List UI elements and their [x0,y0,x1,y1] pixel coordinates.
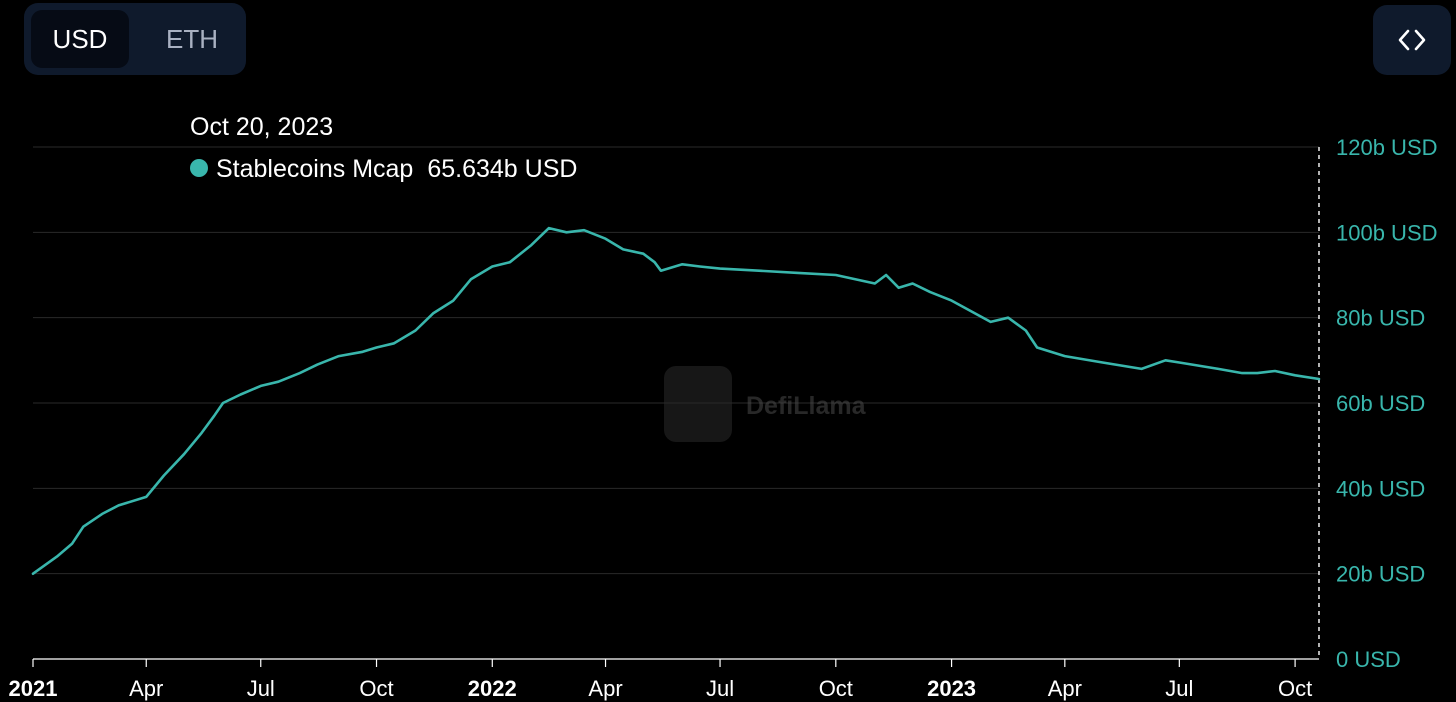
usd-toggle-button[interactable]: USD [31,10,129,68]
x-tick-label: Apr [129,676,163,701]
series-color-dot [190,159,208,178]
x-tick-label: 2021 [9,676,58,701]
y-tick-label: 0 USD [1336,647,1401,672]
y-tick-label: 80b USD [1336,306,1425,331]
tooltip-row: Stablecoins Mcap 65.634b USD [190,155,577,184]
x-tick-label: Jul [1165,676,1193,701]
y-tick-label: 20b USD [1336,562,1425,587]
y-axis: 0 USD 20b USD 40b USD 60b USD 80b USD 100b US… [1336,135,1438,672]
y-tick-label: 100b USD [1336,220,1438,245]
x-tick-label: Jul [247,676,275,701]
x-tick-label: Jul [706,676,734,701]
x-tick-label: 2022 [468,676,517,701]
x-tick-label: Apr [588,676,622,701]
x-tick-label: Oct [1278,676,1312,701]
tooltip-series-name: Stablecoins Mcap [216,155,414,183]
y-tick-label: 60b USD [1336,391,1425,416]
x-tick-label: Apr [1048,676,1082,701]
x-tick-label: Oct [359,676,393,701]
x-tick-label: 2023 [927,676,976,701]
stablecoins-mcap-line [31,226,1321,575]
embed-button[interactable] [1373,5,1451,75]
eth-toggle-button[interactable]: ETH [166,24,218,54]
x-axis: 2021 Apr Jul Oct 2022 Apr Jul Oct 2023 Apr Jul Oct [9,658,1319,701]
tooltip-date: Oct 20, 2023 [190,113,334,141]
y-tick-label: 40b USD [1336,476,1425,501]
currency-toggle: USD ETH [24,3,246,75]
defillama-logo [664,366,732,442]
tooltip-value: 65.634b USD [427,155,578,183]
grid-lines [33,146,1319,575]
code-brackets-icon [1398,29,1426,51]
x-tick-label: Oct [819,676,853,701]
watermark-text: DefiLlama [746,392,867,420]
watermark: DefiLlama [664,366,867,442]
y-tick-label: 120b USD [1336,135,1438,160]
